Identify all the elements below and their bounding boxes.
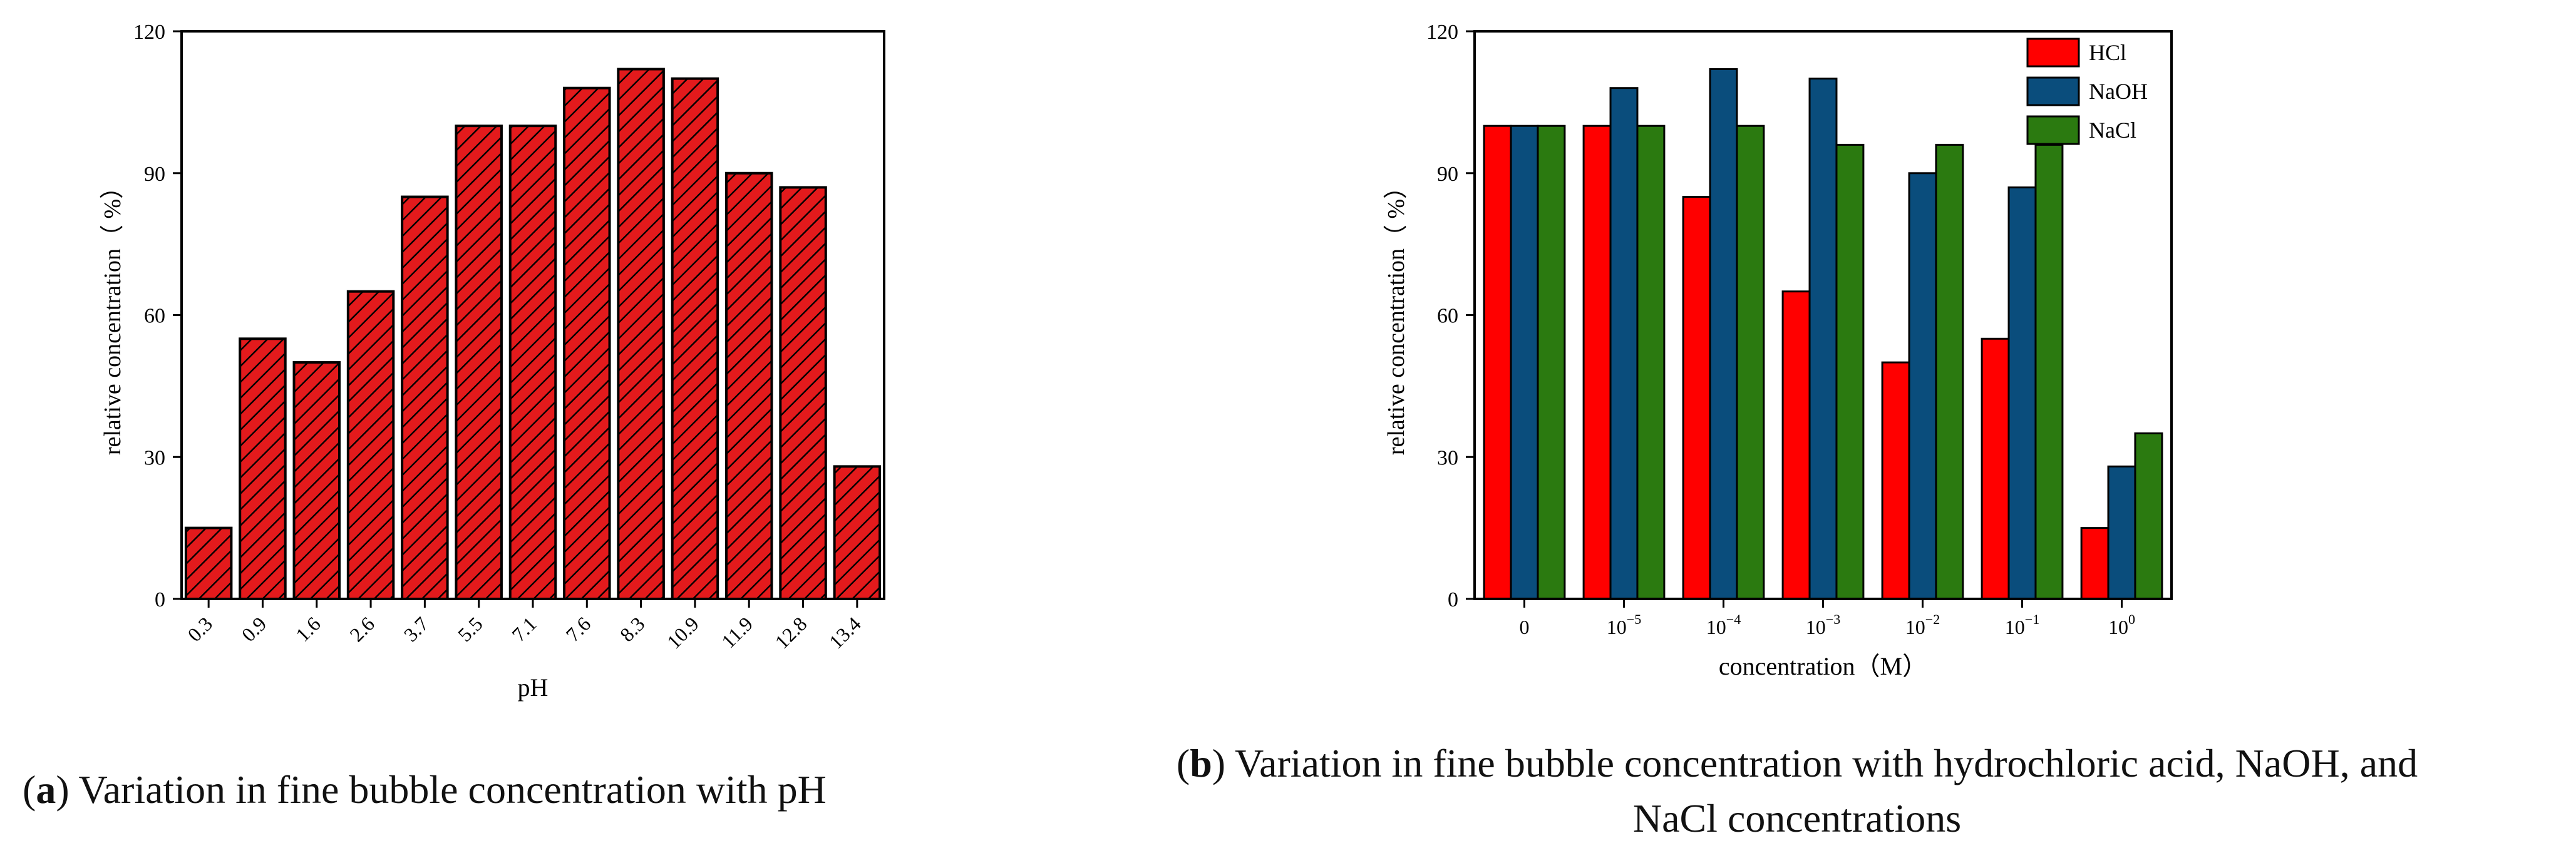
chart-b-y-label: relative concentration（ %） (1383, 175, 1409, 455)
caption-b-letter: b (1190, 741, 1212, 785)
chart-a-y-tick-label: 120 (133, 21, 165, 44)
chart-b-y-tick-label: 120 (1426, 21, 1458, 44)
chart-b-y-tick-label: 90 (1437, 163, 1458, 186)
chart-b-x-tick-label: 10−3 (1806, 611, 1840, 638)
chart-b-x-label: concentration（M） (1719, 652, 1927, 680)
chart-b-y-tick-label: 30 (1437, 446, 1458, 469)
legend-swatch-hcl (2026, 38, 2080, 68)
chart-b-bar-nacl (1736, 125, 1765, 600)
chart-a-frame (180, 30, 885, 600)
chart-a-bar (508, 125, 557, 600)
x-tick-base: 10 (1905, 616, 1925, 638)
chart-a-y-label: relative concentration（ %） (100, 175, 126, 455)
chart-a-bar (833, 465, 882, 600)
x-tick-base: 10 (1706, 616, 1726, 638)
chart-b-bar-naoh (1510, 125, 1539, 600)
x-tick-exponent: 0 (2128, 611, 2135, 627)
chart-a-bar (563, 86, 611, 600)
chart-b-x-tick-label: 100 (2108, 611, 2135, 638)
chart-a-bar (617, 68, 665, 600)
x-tick-base: 10 (2108, 616, 2128, 638)
chart-b-legend: HCl NaOH NaCl (2026, 38, 2148, 145)
chart-b-bar-naoh (2007, 186, 2037, 600)
chart-a-y-tick-label: 60 (144, 305, 165, 328)
x-tick-base: 0 (1520, 616, 1530, 638)
x-tick-exponent: −2 (1925, 611, 1940, 627)
legend-swatch-nacl (2026, 115, 2080, 145)
chart-b-frame (1473, 30, 2173, 600)
legend-label-hcl: HCl (2089, 40, 2126, 65)
chart-b-bar-nacl (1935, 143, 1964, 600)
caption-b-line2: NaCl concentrations (1632, 796, 1962, 840)
chart-a-x-label: pH (518, 673, 549, 702)
chart-b-bar-naoh (1808, 78, 1838, 600)
chart-b-bar-hcl (2080, 527, 2110, 600)
caption-a: (a) Variation in fine bubble concentrati… (23, 767, 827, 812)
chart-a-bar (779, 186, 827, 600)
x-tick-exponent: −5 (1627, 611, 1641, 627)
chart-b-x-tick-label: 10−2 (1905, 611, 1940, 638)
chart-b-bar-nacl (1537, 125, 1566, 600)
x-tick-exponent: −4 (1726, 611, 1741, 627)
caption-b-text: Variation in fine bubble concentration w… (1225, 741, 2418, 785)
chart-a-bar (401, 195, 449, 600)
chart-b-bar-nacl (1636, 125, 1666, 600)
chart-b-bar-naoh (2107, 465, 2136, 600)
x-tick-base: 10 (2005, 616, 2025, 638)
chart-b-y-tick-label: 0 (1448, 588, 1458, 611)
chart-a-bar (292, 361, 341, 600)
caption-a-text: Variation in fine bubble concentration w… (69, 767, 827, 812)
chart-b-bar-hcl (1781, 290, 1811, 600)
x-tick-exponent: −1 (2025, 611, 2039, 627)
chart-b-bar-naoh (1609, 87, 1639, 600)
legend-swatch-naoh (2026, 76, 2080, 106)
caption-b-line1: (b) Variation in fine bubble concentrati… (1176, 741, 2418, 785)
chart-b-bar-hcl (1483, 125, 1512, 600)
chart-b-bar-nacl (2034, 143, 2064, 600)
chart-b-x-tick-label: 0 (1520, 616, 1530, 638)
chart-b-y-tick-label: 60 (1437, 305, 1458, 328)
legend-label-naoh: NaOH (2089, 79, 2148, 104)
legend-label-nacl: NaCl (2089, 118, 2136, 143)
chart-b-x-tick-label: 10−1 (2005, 611, 2039, 638)
chart-b-bar-hcl (1881, 361, 1910, 600)
chart-b-bar-naoh (1709, 68, 1738, 600)
chart-b-bar-hcl (1582, 125, 1612, 600)
chart-b-bar-nacl (1835, 143, 1865, 600)
chart-b-bar-naoh (1908, 172, 1937, 600)
chart-b-x-tick-label: 10−4 (1706, 611, 1741, 638)
caption-b: (b) Variation in fine bubble concentrati… (1027, 736, 2567, 846)
chart-b-bar-hcl (1981, 337, 2010, 600)
chart-a-y-tick-label: 90 (144, 163, 165, 186)
chart-b-bar-hcl (1682, 196, 1711, 600)
x-tick-exponent: −3 (1826, 611, 1840, 627)
x-tick-base: 10 (1806, 616, 1826, 638)
chart-b-bar-nacl (2134, 432, 2163, 600)
chart-a-bar (346, 290, 395, 600)
x-tick-base: 10 (1607, 616, 1627, 638)
chart-a-y-tick-label: 30 (144, 446, 165, 469)
chart-b-x-tick-label: 10−5 (1607, 611, 1641, 638)
caption-a-letter: a (36, 767, 56, 812)
chart-a-y-tick-label: 0 (155, 588, 165, 611)
